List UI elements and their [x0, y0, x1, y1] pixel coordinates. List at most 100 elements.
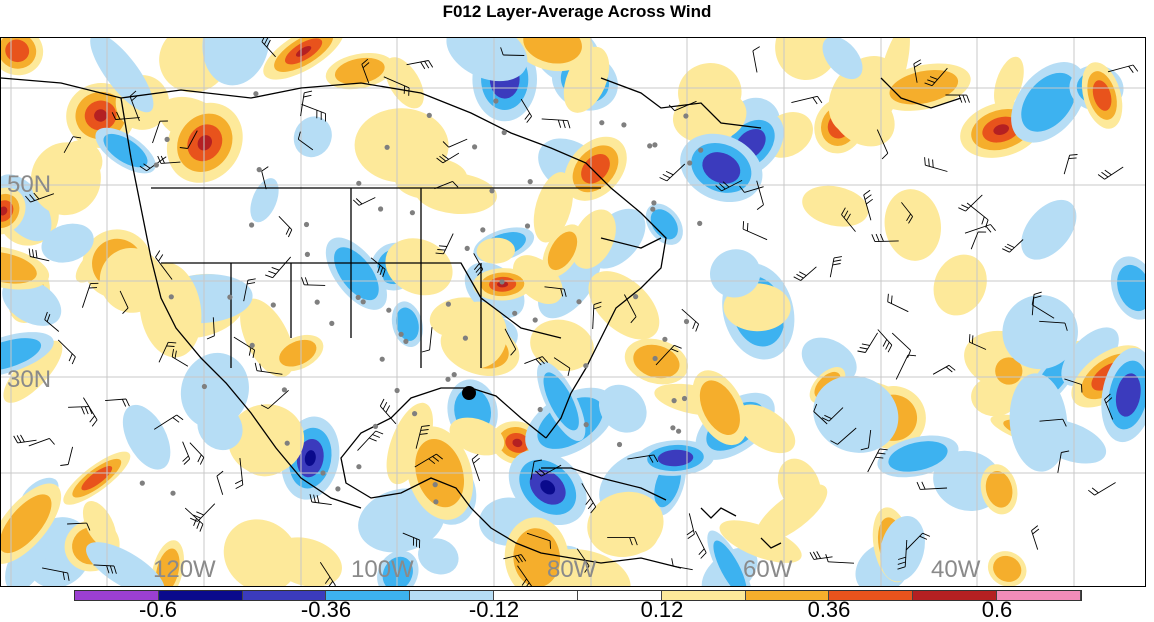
station-dot	[253, 91, 259, 97]
field-contour	[334, 247, 379, 301]
field-contour	[802, 185, 869, 227]
wind-barb	[932, 364, 956, 375]
station-dot	[403, 338, 409, 344]
station-dot	[320, 470, 326, 476]
wind-barb	[319, 562, 336, 586]
field-contour	[304, 450, 316, 467]
station-dot	[532, 317, 538, 323]
field-contour	[813, 375, 899, 453]
field-contour	[702, 152, 741, 184]
shaded-field	[1, 38, 1145, 586]
wind-barbs	[13, 38, 1139, 586]
colorbar-segment	[158, 591, 243, 600]
coastline-border	[760, 537, 782, 549]
station-dot	[681, 395, 688, 402]
wind-barb	[42, 567, 70, 581]
station-dot	[314, 299, 320, 305]
station-dot	[409, 210, 415, 216]
field-contour	[3, 340, 63, 403]
wind-barb	[867, 448, 888, 473]
station-dot	[426, 112, 432, 118]
wind-barb	[624, 294, 637, 324]
colorbar-segment	[494, 591, 578, 600]
station-dot	[249, 222, 255, 228]
coastline-border	[600, 237, 662, 249]
station-dot	[284, 440, 290, 446]
wind-barb	[415, 425, 430, 449]
station-dot	[445, 301, 451, 307]
wind-barb	[876, 129, 889, 160]
station-dot	[356, 464, 362, 470]
field-contour	[1, 251, 37, 284]
station-dot	[480, 227, 486, 233]
station-dot	[651, 200, 657, 206]
wind-barb	[442, 138, 468, 148]
wind-barb	[924, 157, 948, 172]
wind-barb	[261, 38, 276, 58]
colorbar-segment	[577, 591, 662, 600]
station-dot	[650, 206, 656, 212]
wind-barb	[184, 507, 204, 532]
field-contour	[719, 520, 802, 563]
wind-barb	[524, 356, 549, 366]
wind-barb	[916, 481, 948, 490]
colorbar-segment	[997, 591, 1081, 600]
wind-barb	[81, 282, 99, 308]
lat-label-30n: 30N	[7, 366, 52, 393]
station-dot	[227, 294, 233, 300]
wind-barb	[813, 403, 828, 425]
station-dot	[698, 147, 704, 153]
wind-barb	[627, 454, 659, 463]
station-dot	[671, 398, 677, 404]
wind-barb	[93, 564, 117, 574]
wind-barb	[742, 221, 768, 241]
station-dot	[329, 320, 335, 326]
wind-barb	[857, 332, 878, 353]
wind-barb	[829, 256, 842, 278]
station-dot	[472, 144, 478, 150]
station-dot	[201, 383, 207, 390]
field-contour	[888, 441, 948, 472]
field-contour	[223, 519, 299, 586]
wind-barb	[28, 248, 50, 262]
wind-barb	[153, 414, 184, 430]
field-contour	[884, 189, 942, 261]
wind-barb	[234, 458, 244, 489]
station-dot	[360, 299, 366, 305]
wind-barb	[13, 434, 37, 444]
wind-barb	[105, 398, 130, 407]
wind-barb	[301, 277, 326, 286]
wind-barb	[970, 231, 987, 250]
field-contour	[384, 57, 424, 109]
wind-barb	[352, 197, 376, 206]
coastline-border	[340, 387, 682, 569]
field-contour	[889, 69, 959, 105]
wind-barb	[686, 513, 695, 539]
field-contour	[446, 38, 528, 82]
field-contour	[1115, 373, 1141, 417]
field-contour	[448, 301, 508, 369]
field-contour	[334, 57, 385, 85]
wind-barb	[863, 189, 873, 221]
field-contour	[1021, 199, 1077, 260]
station-dot	[281, 387, 287, 393]
wind-barb	[924, 67, 948, 87]
field-contour	[62, 140, 103, 179]
wind-barb	[471, 453, 481, 482]
wind-barb	[752, 46, 760, 73]
wind-barb	[300, 90, 313, 117]
field-contour	[394, 157, 468, 200]
wind-barb	[895, 354, 917, 380]
wind-barb	[739, 185, 764, 193]
wind-barb	[1063, 154, 1078, 175]
wind-barb	[68, 406, 93, 415]
wind-barb	[155, 250, 173, 280]
wind-barb	[67, 522, 91, 531]
wind-barb	[233, 336, 256, 358]
field-contour	[476, 237, 515, 264]
station-dot	[687, 160, 693, 166]
wind-barb	[254, 362, 283, 375]
station-dot	[647, 143, 653, 149]
field-contour	[228, 404, 305, 475]
wind-barb	[871, 233, 899, 243]
